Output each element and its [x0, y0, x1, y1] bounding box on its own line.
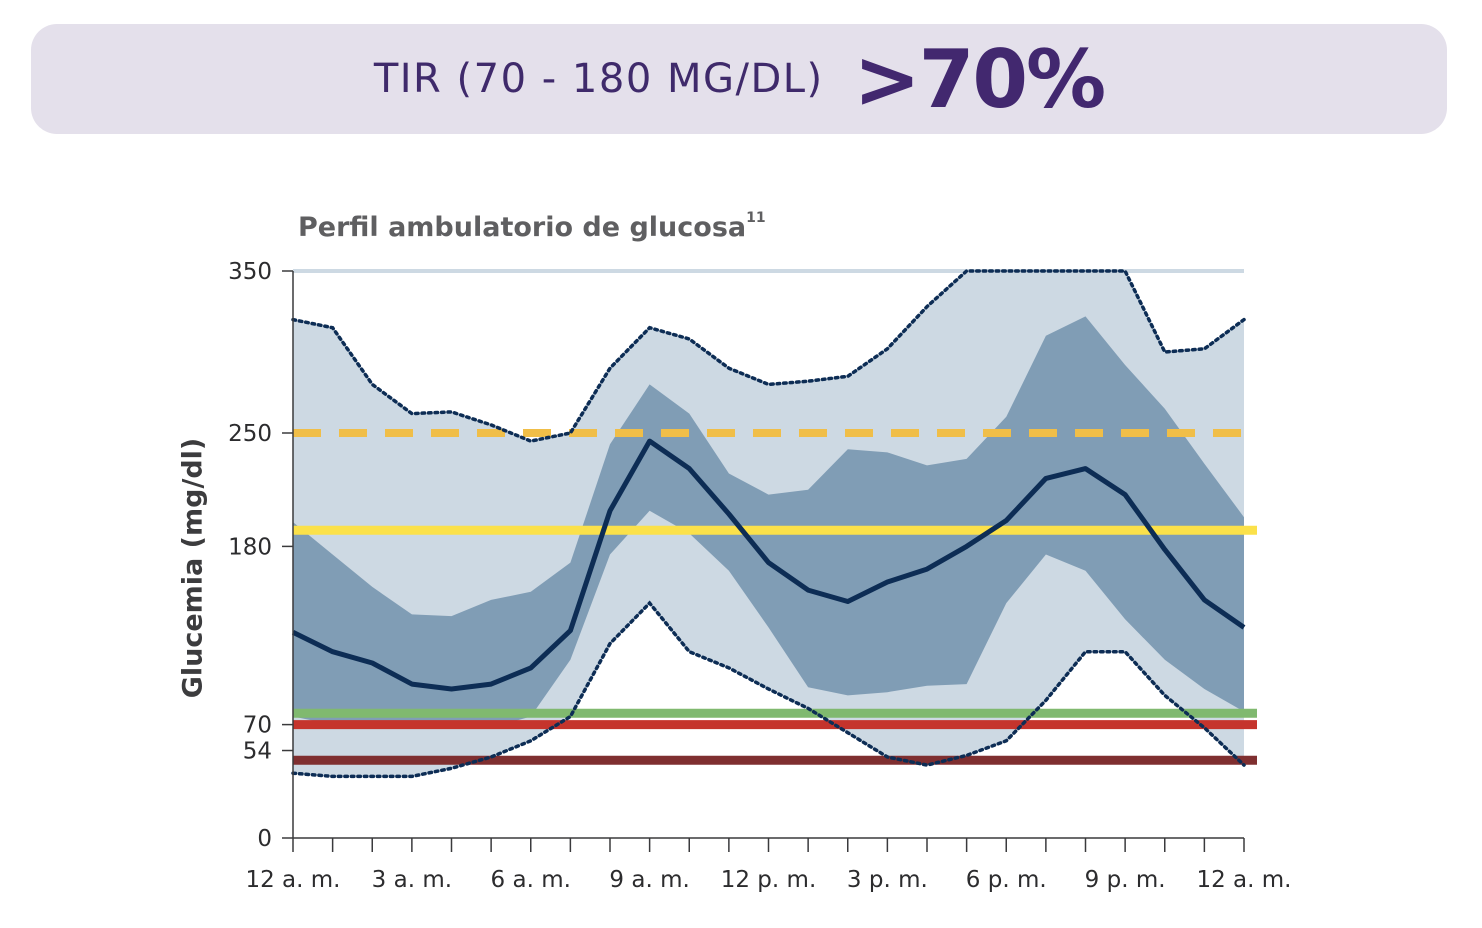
- chart-title: Perfil ambulatorio de glucosa11: [298, 210, 766, 243]
- tir-label: TIR (70 - 180 MG/DL): [373, 56, 824, 102]
- x-tick-label: 9 a. m.: [609, 867, 689, 893]
- line-median: [291, 438, 1246, 692]
- y-tick-label: 180: [228, 534, 272, 560]
- tir-banner: TIR (70 - 180 MG/DL) >70%: [31, 24, 1447, 134]
- y-tick-label: 0: [257, 826, 272, 852]
- x-tick-label: 9 p. m.: [1085, 867, 1166, 893]
- y-tick-label: 70: [243, 713, 272, 739]
- y-tick-label: 250: [228, 421, 272, 447]
- x-tick-label: 6 p. m.: [966, 867, 1047, 893]
- y-tick-label: 54: [243, 739, 272, 765]
- x-tick-label: 12 a. m.: [1196, 867, 1291, 893]
- chart-title-text: Perfil ambulatorio de glucosa: [298, 212, 747, 243]
- line-p5: [291, 600, 1246, 779]
- x-tick-label: 3 p. m.: [847, 867, 928, 893]
- x-tick-label: 6 a. m.: [491, 867, 571, 893]
- y-tick-label: 350: [228, 259, 272, 285]
- tir-value: >70%: [853, 32, 1107, 126]
- x-tick-label: 12 a. m.: [245, 867, 340, 893]
- band-25-75: [293, 316, 1244, 728]
- x-tick-label: 12 p. m.: [721, 867, 817, 893]
- chart-title-footnote: 11: [746, 210, 766, 226]
- x-tick-label: 3 a. m.: [372, 867, 452, 893]
- line-p95: [291, 269, 1246, 443]
